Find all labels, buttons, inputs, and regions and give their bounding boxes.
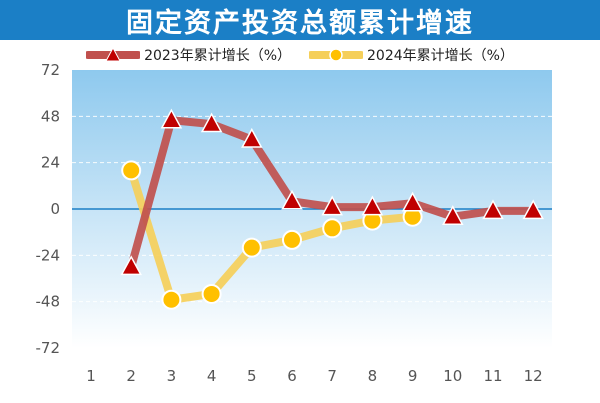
data-point-2023 [321, 195, 343, 216]
data-point-2023 [401, 191, 424, 212]
y-tick-label: 0 [50, 200, 60, 218]
x-tick-label: 1 [86, 367, 96, 385]
x-tick-label: 12 [524, 367, 543, 385]
data-point-2023 [160, 108, 183, 129]
y-tick-label: 72 [41, 61, 60, 79]
x-tick-label: 8 [368, 367, 378, 385]
x-tick-label: 11 [483, 367, 502, 385]
legend-swatch-2023 [86, 47, 141, 62]
data-point-2023 [361, 195, 384, 216]
x-tick-label: 9 [408, 367, 418, 385]
x-tick-label: 2 [126, 367, 136, 385]
grid-lines [72, 115, 552, 303]
legend-swatch-2024 [309, 48, 363, 62]
data-point-2023 [442, 205, 464, 225]
data-point-2024 [282, 229, 302, 250]
series-markers [120, 108, 544, 310]
y-tick-label: -48 [36, 293, 61, 311]
x-tick-label: 3 [167, 367, 177, 385]
data-point-2023 [482, 199, 504, 220]
data-point-2023 [281, 189, 303, 210]
x-tick-label: 10 [443, 367, 462, 385]
x-tick-label: 7 [327, 367, 337, 385]
y-tick-label: 24 [41, 154, 60, 172]
legend: 2023年累计增长（%） 2024年累计增长（%） [0, 42, 600, 68]
data-point-2023 [241, 127, 263, 148]
data-point-2024 [161, 289, 182, 310]
x-tick-label: 5 [247, 367, 257, 385]
data-point-2023 [200, 112, 223, 133]
y-tick-label: -72 [36, 339, 61, 357]
data-point-2023 [120, 255, 142, 276]
x-tick-label: 6 [287, 367, 297, 385]
y-tick-label: 48 [41, 107, 60, 125]
legend-label-2024: 2024年累计增长（%） [367, 48, 514, 64]
data-point-2024 [241, 237, 262, 258]
data-point-2023 [522, 199, 544, 220]
legend-label-2023: 2023年累计增长（%） [144, 48, 291, 64]
legend-item-2024: 2024年累计增长（%） [309, 45, 514, 65]
title-bar: 固定资产投资总额累计增速 [0, 0, 600, 40]
chart-title: 固定资产投资总额累计增速 [126, 7, 474, 39]
data-point-2024 [121, 160, 142, 181]
data-point-2024 [201, 283, 222, 304]
legend-item-2023: 2023年累计增长（%） [86, 45, 291, 65]
y-tick-label: -24 [36, 246, 61, 264]
x-tick-label: 4 [207, 367, 217, 385]
data-point-2024 [322, 218, 343, 239]
